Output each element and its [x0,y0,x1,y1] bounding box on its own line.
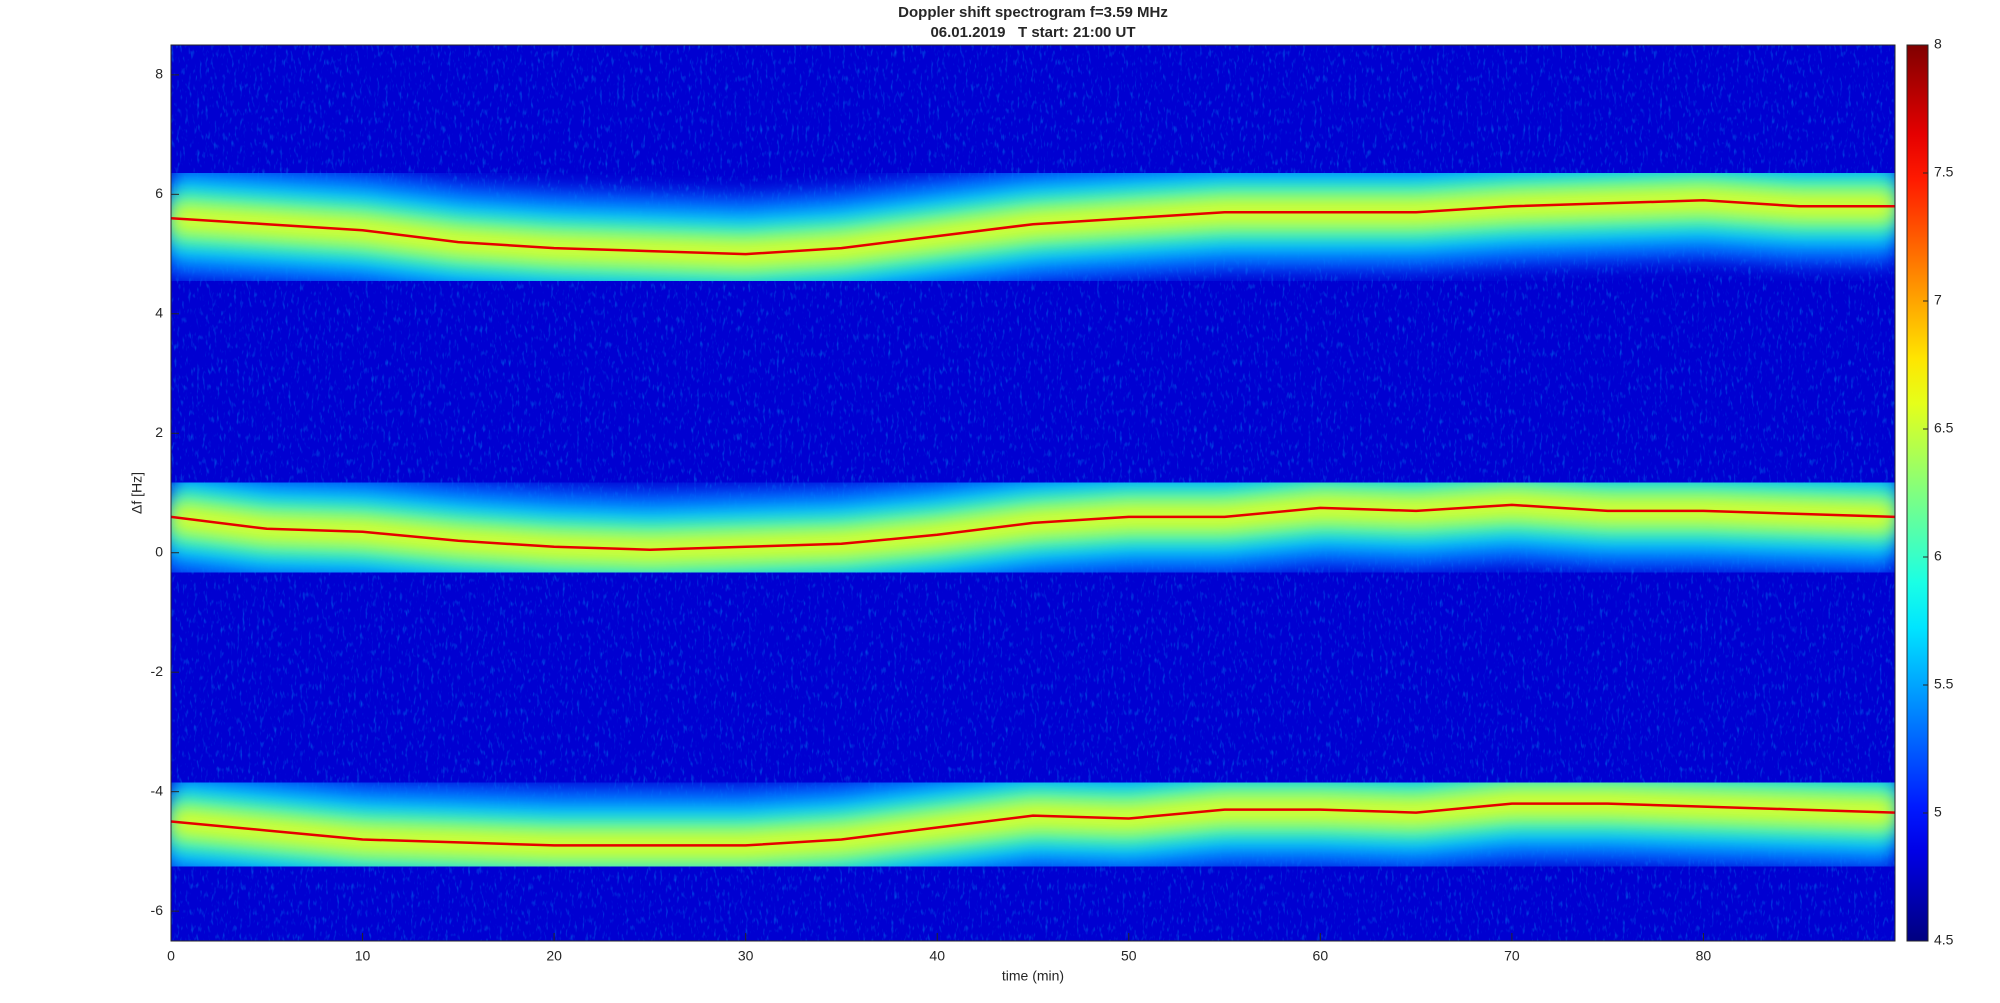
y-tick-label: 8 [155,66,163,82]
y-tick-label: 0 [155,543,163,559]
y-tick-label: -4 [151,782,164,798]
x-tick-label: 80 [1696,948,1712,964]
colorbar-tick-label: 4.5 [1934,932,1954,948]
x-tick-label: 50 [1121,948,1137,964]
x-axis-label: time (min) [1002,968,1064,984]
x-tick-label: 30 [738,948,754,964]
x-tick-label: 40 [929,948,945,964]
y-tick-label: -6 [151,902,164,918]
colorbar [1906,44,1929,942]
ridge-line [171,503,1895,551]
plot-area [171,45,1895,941]
x-tick-label: 20 [546,948,562,964]
colorbar-tick-label: 6 [1934,548,1942,564]
colorbar-tick-label: 5 [1934,804,1942,820]
colorbar-tick-label: 7 [1934,292,1942,308]
colorbar-tick-label: 6.5 [1934,420,1954,436]
y-tick-label: 6 [155,185,163,201]
plot-frame [170,44,1896,942]
colorbar-tick-label: 8 [1934,36,1942,52]
x-tick-label: 10 [355,948,371,964]
x-tick-label: 0 [167,948,175,964]
x-tick-label: 60 [1313,948,1329,964]
y-tick-label: -2 [151,663,164,679]
colorbar-tick-label: 5.5 [1934,676,1954,692]
ridge-line [171,199,1895,256]
colorbar-tick-label: 7.5 [1934,164,1954,180]
chart-subtitle: 06.01.2019 T start: 21:00 UT [930,24,1135,41]
y-tick-label: 2 [155,424,163,440]
chart-title: Doppler shift spectrogram f=3.59 MHz [898,4,1168,21]
ridge-line [171,802,1895,847]
y-axis-label: Δf [Hz] [129,472,145,514]
x-tick-label: 70 [1504,948,1520,964]
y-tick-label: 4 [155,305,163,321]
